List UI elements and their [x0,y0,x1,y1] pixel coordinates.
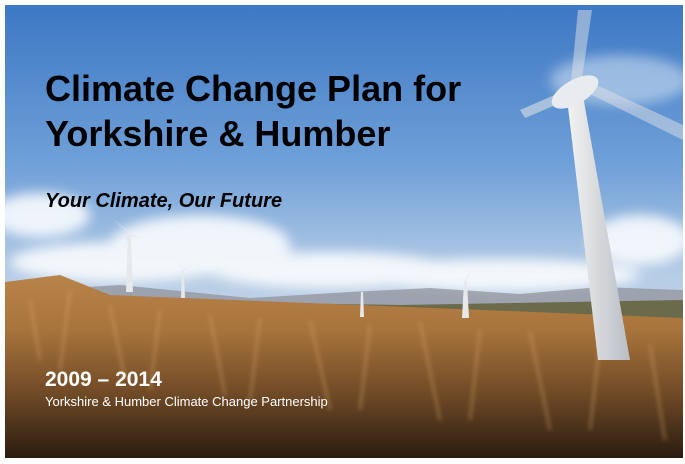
organisation: Yorkshire & Humber Climate Change Partne… [45,394,328,409]
cover: Climate Change Plan for Yorkshire & Humb… [0,0,685,464]
page: {"cover": { "title_lines": ["Climate Cha… [0,0,685,464]
title-line: Climate Change Plan for [45,68,461,109]
title-line: Yorkshire & Humber [45,113,390,154]
years: 2009 – 2014 [45,368,162,391]
subtitle: Your Climate, Our Future [45,190,282,212]
